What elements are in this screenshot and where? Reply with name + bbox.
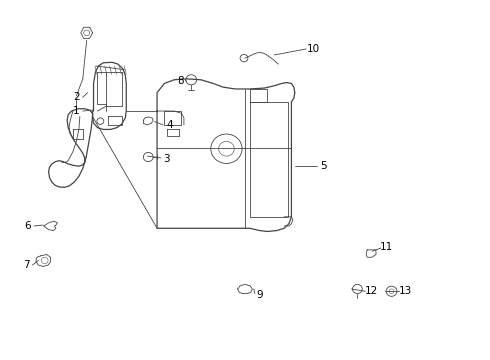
- Text: 7: 7: [23, 260, 29, 270]
- Text: 3: 3: [164, 154, 170, 164]
- Text: 13: 13: [399, 286, 412, 296]
- Text: 11: 11: [380, 242, 393, 252]
- Text: 2: 2: [73, 92, 80, 102]
- Text: 5: 5: [320, 161, 326, 171]
- Text: 10: 10: [307, 44, 320, 54]
- Text: 4: 4: [166, 120, 172, 130]
- Text: 1: 1: [73, 106, 80, 116]
- Text: 6: 6: [24, 221, 31, 231]
- Text: 9: 9: [256, 290, 263, 300]
- Text: 8: 8: [177, 76, 184, 86]
- Text: 12: 12: [365, 286, 378, 296]
